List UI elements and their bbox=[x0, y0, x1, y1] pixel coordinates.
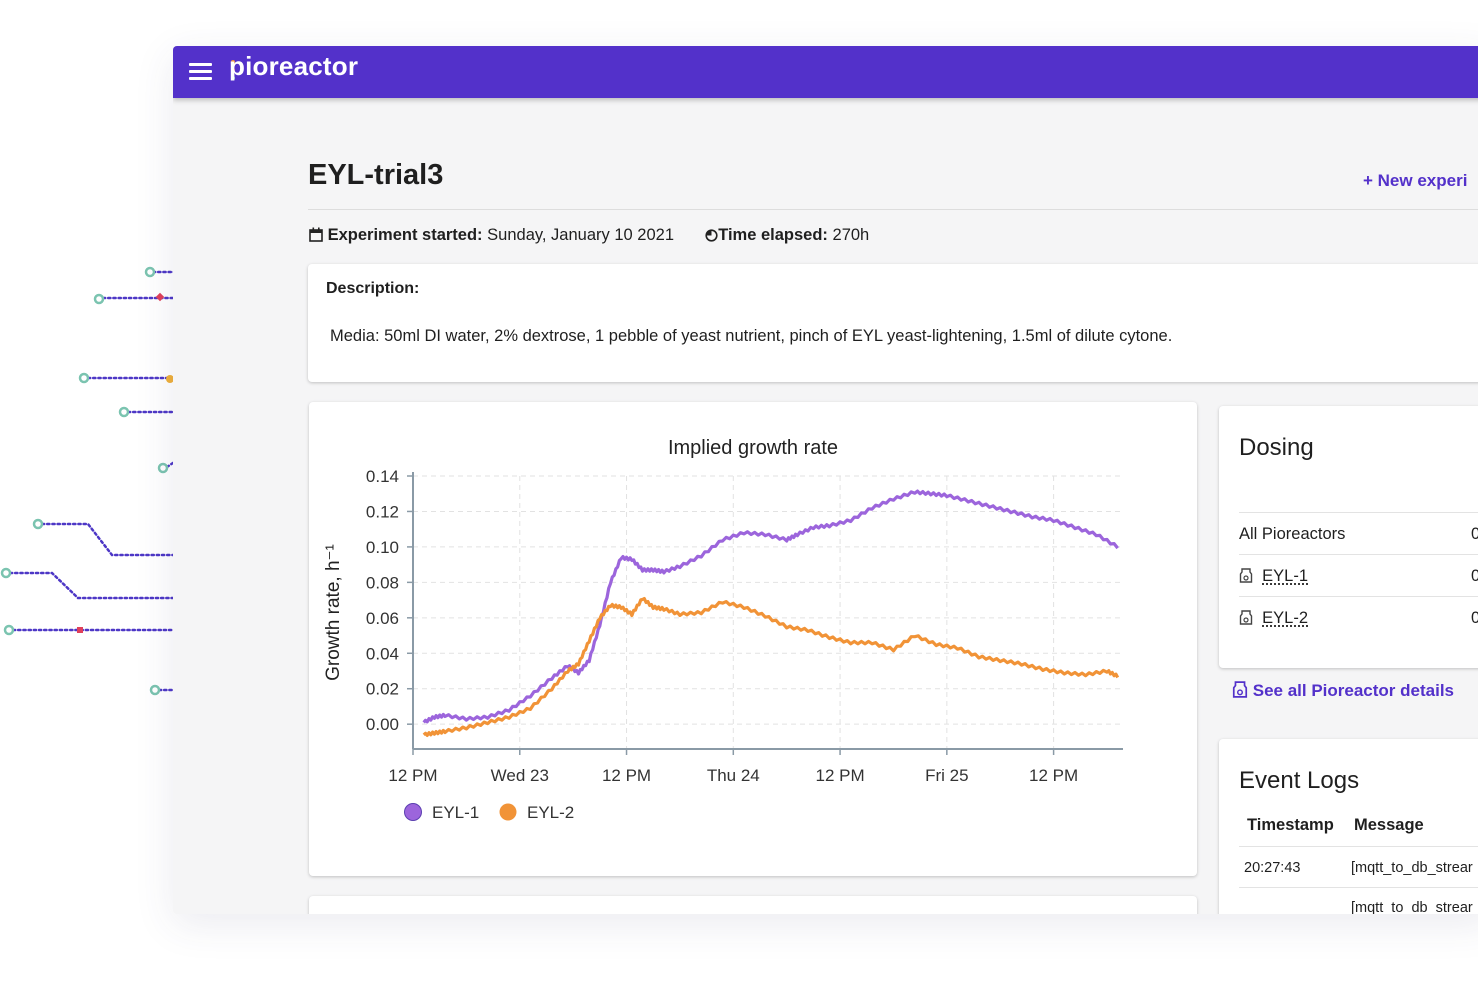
dosing-row-value: 0 bbox=[1471, 609, 1478, 627]
app-bar: pioreactor bbox=[173, 46, 1478, 98]
hamburger-menu-icon[interactable] bbox=[189, 61, 213, 81]
title-divider bbox=[308, 209, 1478, 210]
x-tick-label: 12 PM bbox=[815, 766, 864, 785]
log-timestamp: 20:27:43 bbox=[1244, 860, 1301, 876]
y-tick-label: 0.10 bbox=[366, 538, 399, 557]
dosing-row-value: 0 bbox=[1471, 525, 1478, 543]
x-tick-label: Wed 23 bbox=[491, 766, 549, 785]
pioreactor-link[interactable]: EYL-2 bbox=[1262, 609, 1309, 627]
x-tick-label: 12 PM bbox=[388, 766, 437, 785]
legend-label: EYL-2 bbox=[527, 803, 574, 822]
y-tick-label: 0.00 bbox=[366, 715, 399, 734]
app-window: pioreactor EYL-trial3 + New experi Exper… bbox=[173, 46, 1478, 914]
event-logs-card: Event Logs bbox=[1219, 739, 1478, 914]
logo-dot-teal bbox=[231, 76, 235, 80]
description-card: Description: Media: 50ml DI water, 2% de… bbox=[308, 264, 1478, 382]
new-experiment-button[interactable]: + New experi bbox=[1363, 171, 1468, 190]
description-heading: Description: bbox=[326, 280, 420, 297]
y-tick-label: 0.04 bbox=[366, 644, 399, 663]
series-line-eyl-2 bbox=[422, 597, 1120, 737]
elapsed-label: Time elapsed: bbox=[718, 226, 828, 244]
y-tick-label: 0.14 bbox=[366, 467, 399, 486]
log-message: [mqtt_to_db_strear bbox=[1351, 860, 1473, 876]
legend-marker bbox=[499, 803, 517, 821]
y-tick-label: 0.12 bbox=[366, 502, 399, 521]
see-all-label: See all Pioreactor details bbox=[1252, 681, 1454, 700]
y-tick-label: 0.08 bbox=[366, 573, 399, 592]
growth-rate-chart: 0.00 0.02 0.04 0.06 0.08 0.10 0.12 0.14 12 PM Wed… bbox=[323, 437, 1123, 822]
started-value: Sunday, January 10 2021 bbox=[487, 226, 674, 244]
timer-icon bbox=[705, 228, 718, 247]
dosing-heading: Dosing bbox=[1239, 434, 1314, 461]
experiment-title: EYL-trial3 bbox=[308, 159, 444, 191]
growth-rate-chart-card: 0.00 0.02 0.04 0.06 0.08 0.10 0.12 0.14 12 PM Wed… bbox=[309, 402, 1197, 876]
dosing-row-all: All Pioreactors 0 bbox=[1239, 512, 1478, 554]
x-tick-label: 12 PM bbox=[602, 766, 651, 785]
dosing-row-eyl2[interactable]: EYL-2 0 bbox=[1239, 596, 1478, 638]
legend-label: EYL-1 bbox=[432, 803, 479, 822]
logo-dot-orange bbox=[231, 60, 235, 64]
experiment-meta: Experiment started: Sunday, January 10 2… bbox=[309, 226, 869, 247]
log-divider bbox=[1239, 887, 1478, 888]
legend-marker bbox=[404, 803, 422, 821]
pioreactor-icon bbox=[1232, 681, 1248, 700]
x-tick-label: Thu 24 bbox=[707, 766, 760, 785]
description-text: Media: 50ml DI water, 2% dextrose, 1 peb… bbox=[330, 327, 1173, 345]
event-logs-heading: Event Logs bbox=[1239, 767, 1360, 794]
pioreactor-icon bbox=[1239, 567, 1253, 585]
dosing-row-eyl1[interactable]: EYL-1 0 bbox=[1239, 554, 1478, 596]
pioreactor-icon bbox=[1239, 609, 1253, 627]
second-chart-card bbox=[309, 896, 1197, 914]
y-axis-label: Growth rate, h⁻¹ bbox=[323, 544, 344, 681]
pioreactor-logo[interactable]: pioreactor bbox=[229, 51, 359, 81]
series-line-eyl-1 bbox=[422, 489, 1119, 724]
log-message: [mqtt_to_db_strear bbox=[1351, 900, 1473, 914]
pioreactor-link[interactable]: EYL-1 bbox=[1262, 567, 1309, 585]
x-tick-label: 12 PM bbox=[1029, 766, 1078, 785]
calendar-icon bbox=[309, 227, 323, 247]
log-column-message: Message bbox=[1354, 816, 1424, 834]
log-divider bbox=[1239, 846, 1478, 847]
y-tick-label: 0.06 bbox=[366, 609, 399, 628]
see-all-pioreactors-link[interactable]: See all Pioreactor details bbox=[1232, 681, 1454, 701]
dosing-card: Dosing All Pioreactors 0 EYL-1 0 EYL-2 0 bbox=[1219, 406, 1478, 668]
log-column-timestamp: Timestamp bbox=[1247, 816, 1334, 834]
x-tick-label: Fri 25 bbox=[925, 766, 968, 785]
started-label: Experiment started: bbox=[327, 226, 483, 244]
chart-title: Implied growth rate bbox=[668, 437, 838, 459]
y-tick-label: 0.02 bbox=[366, 680, 399, 699]
dosing-row-value: 0 bbox=[1471, 567, 1478, 585]
logo-dot-red bbox=[231, 68, 235, 72]
dosing-row-label: All Pioreactors bbox=[1239, 525, 1346, 543]
elapsed-value: 270h bbox=[832, 226, 870, 244]
